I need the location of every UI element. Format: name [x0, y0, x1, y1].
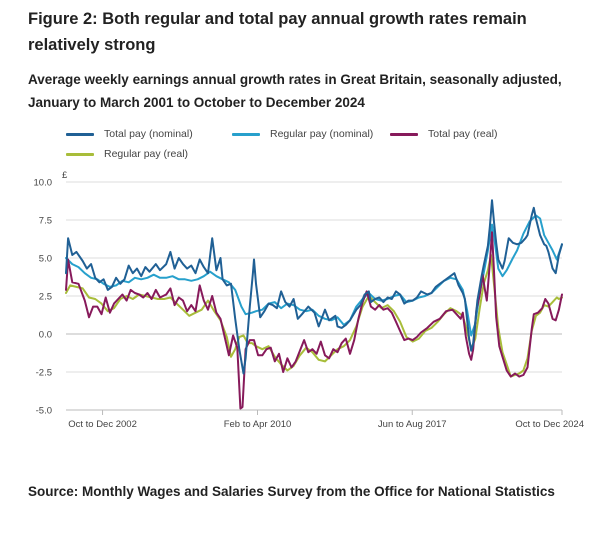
x-tick-label: Jun to Aug 2017: [378, 419, 447, 430]
y-tick-label: -5.0: [36, 406, 52, 417]
line-chart: 10.0 7.5 5.0 2.5 0.0 -2.5 -5.0 Oct to Dec 2002 F…: [34, 170, 585, 431]
figure-subtitle: Average weekly earnings annual growth ra…: [28, 72, 562, 110]
y-tick-label: 10.0: [34, 178, 53, 189]
legend-swatch-total-real: [390, 132, 418, 136]
x-tick-label: Feb to Apr 2010: [224, 419, 292, 430]
y-tick-label: 5.0: [39, 254, 52, 265]
y-tick-label: 7.5: [39, 216, 52, 227]
x-tick-label: Oct to Dec 2002: [68, 419, 137, 430]
series-line-total-real[interactable]: [65, 231, 563, 410]
series-line-regular-nominal[interactable]: [65, 214, 563, 337]
series-lines: [65, 199, 563, 410]
x-tick-label: Oct to Dec 2024: [515, 419, 584, 430]
figure-title: Figure 2: Both regular and total pay ann…: [28, 10, 527, 54]
legend-label: Regular pay (nominal): [270, 128, 374, 140]
legend-label: Regular pay (real): [104, 148, 189, 160]
y-tick-label: 2.5: [39, 292, 52, 303]
series-line-total-nominal[interactable]: [65, 199, 563, 375]
legend-swatch-regular-real: [66, 152, 94, 156]
y-tick-label: -2.5: [36, 368, 52, 379]
legend-label: Total pay (nominal): [104, 128, 193, 140]
legend-item-total-real[interactable]: Total pay (real): [390, 128, 497, 140]
legend-item-regular-nominal[interactable]: Regular pay (nominal): [232, 128, 373, 140]
y-tick-label: 0.0: [39, 330, 52, 341]
source-note: Source: Monthly Wages and Salaries Surve…: [28, 484, 555, 499]
series-line-regular-real[interactable]: [65, 254, 563, 378]
legend-swatch-total-nominal: [66, 132, 94, 136]
legend-item-total-nominal[interactable]: Total pay (nominal): [66, 128, 193, 140]
legend-swatch-regular-nominal: [232, 132, 260, 136]
axes: 10.0 7.5 5.0 2.5 0.0 -2.5 -5.0 Oct to Dec 2002 F…: [34, 178, 585, 431]
y-axis-unit-label: £: [62, 170, 68, 181]
legend-label: Total pay (real): [428, 128, 498, 140]
legend-item-regular-real[interactable]: Regular pay (real): [66, 148, 188, 160]
